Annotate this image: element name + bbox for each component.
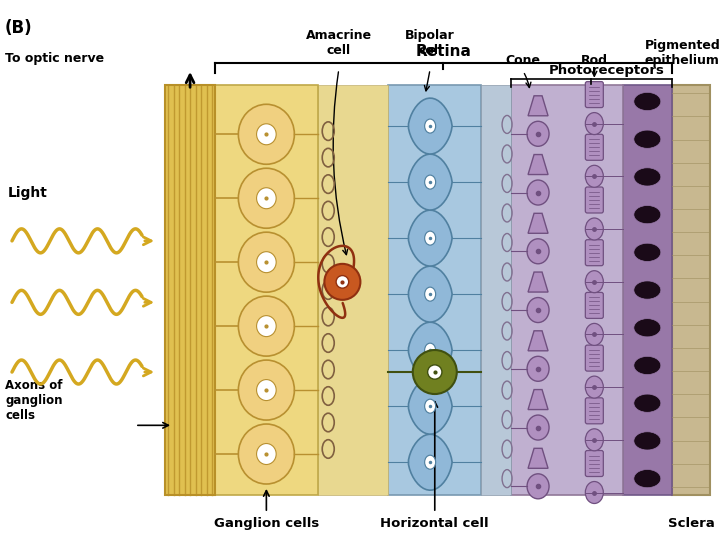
Ellipse shape: [527, 298, 549, 322]
Ellipse shape: [527, 180, 549, 205]
Ellipse shape: [527, 122, 549, 146]
PathPatch shape: [408, 154, 452, 210]
PathPatch shape: [408, 210, 452, 266]
Ellipse shape: [634, 243, 661, 261]
Ellipse shape: [425, 455, 436, 469]
Ellipse shape: [238, 360, 294, 420]
Ellipse shape: [425, 231, 436, 245]
Ellipse shape: [585, 482, 603, 503]
Ellipse shape: [256, 188, 276, 209]
Ellipse shape: [527, 415, 549, 440]
Text: Figure 35.16  The Human Eye (Part 2): Figure 35.16 The Human Eye (Part 2): [6, 10, 294, 25]
Text: Photoreceptors: Photoreceptors: [549, 64, 665, 77]
Text: Pigmented
epithelium: Pigmented epithelium: [644, 39, 720, 67]
Ellipse shape: [634, 92, 661, 111]
Text: Cone: Cone: [505, 54, 541, 67]
Ellipse shape: [634, 206, 661, 224]
Ellipse shape: [238, 104, 294, 164]
Ellipse shape: [238, 232, 294, 292]
Ellipse shape: [634, 394, 661, 413]
Polygon shape: [528, 331, 548, 351]
Ellipse shape: [238, 424, 294, 484]
FancyBboxPatch shape: [585, 134, 603, 160]
Ellipse shape: [585, 112, 603, 134]
Text: Horizontal cell: Horizontal cell: [380, 517, 489, 530]
Polygon shape: [528, 272, 548, 292]
Ellipse shape: [585, 218, 603, 240]
Ellipse shape: [238, 168, 294, 228]
PathPatch shape: [408, 378, 452, 434]
Ellipse shape: [336, 275, 348, 288]
FancyBboxPatch shape: [511, 85, 623, 495]
Ellipse shape: [425, 399, 436, 413]
PathPatch shape: [408, 434, 452, 490]
FancyBboxPatch shape: [165, 85, 215, 495]
Ellipse shape: [425, 119, 436, 133]
Ellipse shape: [256, 315, 276, 336]
Text: Light: Light: [8, 186, 48, 200]
PathPatch shape: [408, 98, 452, 154]
Polygon shape: [528, 154, 548, 174]
Text: Retina: Retina: [415, 44, 472, 59]
Ellipse shape: [585, 271, 603, 293]
Ellipse shape: [527, 474, 549, 499]
Polygon shape: [528, 389, 548, 409]
FancyBboxPatch shape: [672, 85, 710, 495]
FancyBboxPatch shape: [215, 85, 318, 495]
Text: Ganglion cells: Ganglion cells: [214, 517, 319, 530]
Ellipse shape: [634, 356, 661, 375]
Text: (B): (B): [5, 19, 32, 37]
Polygon shape: [528, 448, 548, 468]
FancyBboxPatch shape: [623, 85, 672, 495]
Polygon shape: [528, 213, 548, 233]
Ellipse shape: [425, 287, 436, 301]
FancyBboxPatch shape: [585, 450, 603, 476]
Text: To optic nerve: To optic nerve: [5, 52, 104, 65]
Ellipse shape: [527, 356, 549, 381]
Text: Rod: Rod: [581, 54, 608, 67]
Ellipse shape: [256, 443, 276, 464]
FancyBboxPatch shape: [389, 85, 481, 495]
FancyBboxPatch shape: [585, 345, 603, 371]
Ellipse shape: [425, 175, 436, 189]
FancyBboxPatch shape: [481, 85, 511, 495]
FancyBboxPatch shape: [585, 82, 603, 107]
Ellipse shape: [634, 469, 661, 488]
PathPatch shape: [408, 322, 452, 378]
Text: Axons of
ganglion
cells: Axons of ganglion cells: [5, 379, 63, 422]
Ellipse shape: [256, 124, 276, 145]
FancyBboxPatch shape: [585, 398, 603, 424]
Ellipse shape: [634, 281, 661, 299]
Text: Sclera: Sclera: [667, 517, 714, 530]
Polygon shape: [528, 96, 548, 116]
Ellipse shape: [634, 319, 661, 337]
Text: Amacrine
cell: Amacrine cell: [306, 29, 372, 57]
Ellipse shape: [634, 432, 661, 450]
PathPatch shape: [408, 266, 452, 322]
Ellipse shape: [585, 429, 603, 451]
FancyBboxPatch shape: [318, 85, 389, 495]
Ellipse shape: [238, 296, 294, 356]
Ellipse shape: [634, 130, 661, 148]
Ellipse shape: [325, 264, 361, 300]
FancyBboxPatch shape: [585, 187, 603, 213]
Ellipse shape: [634, 168, 661, 186]
Ellipse shape: [256, 380, 276, 401]
Ellipse shape: [527, 239, 549, 264]
FancyBboxPatch shape: [585, 292, 603, 319]
Ellipse shape: [585, 165, 603, 187]
Text: Bipolar
cell: Bipolar cell: [405, 29, 455, 57]
Ellipse shape: [585, 376, 603, 398]
FancyBboxPatch shape: [585, 240, 603, 266]
Ellipse shape: [585, 323, 603, 346]
Ellipse shape: [428, 365, 442, 379]
Ellipse shape: [413, 350, 456, 394]
Ellipse shape: [425, 343, 436, 357]
Ellipse shape: [256, 252, 276, 273]
